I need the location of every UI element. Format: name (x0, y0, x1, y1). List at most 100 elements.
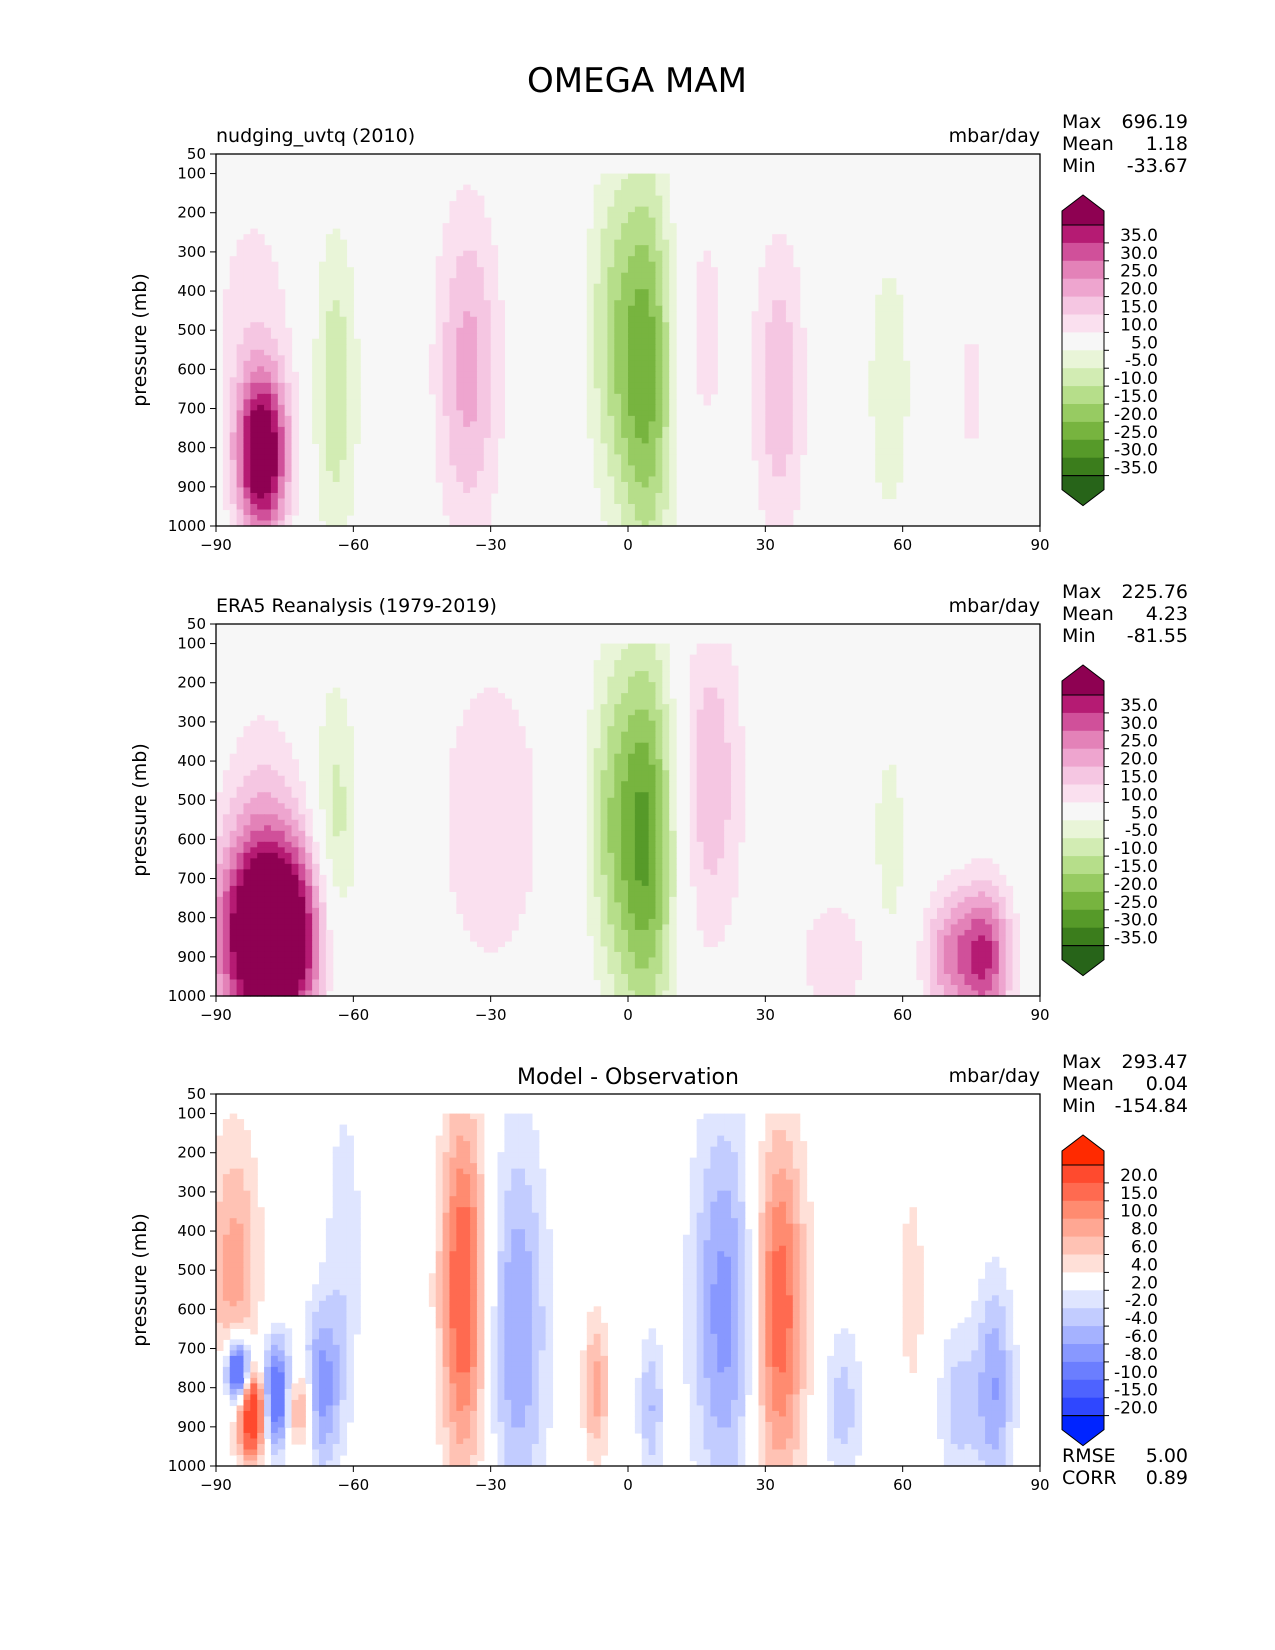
heatmap-cell (888, 410, 897, 417)
heatmap-cell (229, 459, 238, 467)
heatmap-cell (662, 808, 670, 815)
heatmap-cell (497, 825, 505, 832)
heatmap-cell (346, 753, 354, 760)
heatmap-cell (332, 289, 341, 296)
heatmap-cell (669, 421, 677, 428)
heatmap-cell (703, 360, 711, 367)
heatmap-cell (600, 322, 608, 329)
heatmap-cell (236, 338, 245, 345)
heatmap-cell (648, 410, 657, 417)
heatmap-cell (600, 858, 608, 865)
heatmap-cell (703, 682, 711, 689)
heatmap-cell (648, 492, 657, 500)
heatmap-cell (504, 753, 512, 760)
heatmap-cell (648, 764, 657, 771)
heatmap-cell (463, 907, 471, 914)
heatmap-cell (710, 360, 718, 367)
heatmap-cell (634, 643, 643, 650)
heatmap-cell (703, 748, 711, 755)
heatmap-cell (628, 333, 636, 340)
heatmap-cell (648, 753, 657, 760)
heatmap-cell (600, 676, 608, 683)
y-tick-label: 800 (177, 439, 206, 457)
heatmap-cell (888, 792, 897, 799)
heatmap-cell (490, 432, 499, 439)
heatmap-cell (669, 366, 677, 373)
heatmap-cell (586, 726, 595, 733)
heatmap-cell (689, 847, 698, 854)
heatmap-cell (456, 731, 464, 738)
heatmap-cell (490, 338, 499, 345)
heatmap-cell (614, 759, 622, 766)
heatmap-cell (600, 693, 608, 700)
heatmap-cell (456, 509, 464, 516)
heatmap-cell (600, 492, 608, 500)
heatmap-cell (284, 509, 293, 516)
heatmap-cell (504, 715, 512, 722)
heatmap-cell (586, 896, 595, 903)
heatmap-cell (435, 360, 444, 367)
heatmap-cell (339, 470, 348, 478)
heatmap-cell (222, 492, 231, 500)
heatmap-cell (628, 443, 636, 450)
heatmap-cell (277, 476, 286, 483)
heatmap-cell (257, 250, 265, 257)
heatmap-cell (655, 770, 663, 777)
heatmap-cell (641, 665, 650, 672)
heatmap-cell (442, 261, 451, 268)
heatmap-cell (236, 437, 245, 444)
heatmap-cell (298, 836, 306, 843)
heatmap-cell (497, 786, 505, 793)
heatmap-cell (600, 338, 608, 345)
heatmap-cell (216, 885, 224, 892)
heatmap-cell (710, 764, 718, 771)
heatmap-cell (669, 874, 677, 881)
heatmap-cell (772, 382, 780, 389)
heatmap-cell (600, 715, 608, 722)
heatmap-cell (772, 272, 780, 279)
heatmap-cell (614, 852, 622, 859)
heatmap-cell (779, 393, 787, 400)
heatmap-cell (518, 819, 526, 826)
heatmap-cell (243, 283, 251, 290)
heatmap-cell (641, 759, 650, 766)
heatmap-cell (257, 289, 265, 296)
heatmap-cell (703, 333, 711, 340)
heatmap-cell (277, 847, 286, 854)
heatmap-cell (229, 377, 238, 384)
heatmap-cell (607, 283, 615, 290)
heatmap-cell (950, 880, 959, 887)
heatmap-cell (222, 294, 231, 301)
heatmap-cell (882, 863, 890, 870)
heatmap-cell (339, 311, 348, 318)
heatmap-cell (222, 388, 231, 395)
heatmap-cell (319, 311, 327, 318)
heatmap-cell (772, 454, 780, 461)
x-tick-label: −60 (338, 536, 370, 554)
heatmap-cell (600, 698, 608, 705)
heatmap-cell (229, 349, 238, 356)
heatmap-cell (648, 847, 657, 854)
heatmap-cell (291, 759, 299, 766)
heatmap-cell (669, 349, 677, 356)
heatmap-cell (888, 349, 897, 356)
heatmap-cell (518, 863, 526, 870)
heatmap-cell (731, 792, 739, 799)
heatmap-cell (518, 836, 526, 843)
heatmap-cell (985, 874, 993, 881)
heatmap-cell (470, 880, 478, 887)
heatmap-cell (586, 748, 595, 755)
heatmap-cell (882, 874, 890, 881)
heatmap-cell (325, 256, 334, 263)
heatmap-cell (621, 786, 629, 793)
heatmap-cell (497, 737, 505, 744)
heatmap-cell (593, 184, 602, 191)
heatmap-cell (792, 371, 801, 378)
heatmap-cell (696, 278, 705, 285)
heatmap-cell (930, 902, 938, 909)
heatmap-cell (497, 344, 505, 351)
heatmap-cell (250, 885, 258, 892)
heatmap-cell (765, 322, 773, 329)
heatmap-cell (222, 470, 231, 478)
heatmap-cell (463, 487, 471, 494)
